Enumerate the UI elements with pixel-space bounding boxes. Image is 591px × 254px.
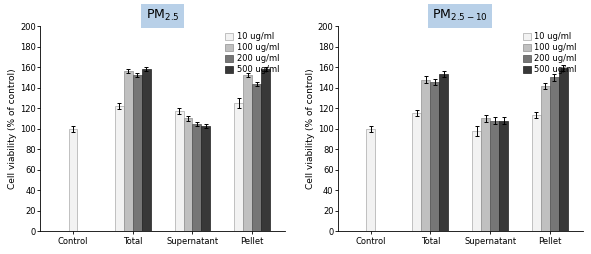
Bar <box>234 103 243 231</box>
Y-axis label: Cell viability (% of control): Cell viability (% of control) <box>8 68 17 189</box>
Bar <box>439 74 448 231</box>
Bar <box>115 106 124 231</box>
Bar <box>142 69 151 231</box>
Legend: 10 ug/ml, 100 ug/ml, 200 ug/ml, 500 ug/ml: 10 ug/ml, 100 ug/ml, 200 ug/ml, 500 ug/m… <box>521 30 579 76</box>
Bar <box>261 69 270 231</box>
Bar <box>413 113 421 231</box>
Bar <box>541 86 550 231</box>
Bar <box>499 120 508 231</box>
Bar <box>490 120 499 231</box>
Bar <box>421 80 430 231</box>
Bar <box>558 68 568 231</box>
Legend: 10 ug/ml, 100 ug/ml, 200 ug/ml, 500 ug/ml: 10 ug/ml, 100 ug/ml, 200 ug/ml, 500 ug/m… <box>223 30 281 76</box>
Bar <box>184 118 193 231</box>
Bar <box>174 111 184 231</box>
Bar <box>252 84 261 231</box>
Bar <box>133 75 142 231</box>
Bar <box>202 126 210 231</box>
Bar <box>124 71 133 231</box>
Bar <box>532 115 541 231</box>
Y-axis label: Cell viability (% of control): Cell viability (% of control) <box>306 68 315 189</box>
Bar <box>481 118 490 231</box>
Bar <box>69 129 77 231</box>
Bar <box>430 82 439 231</box>
Title: PM$_{2.5}$: PM$_{2.5}$ <box>146 8 180 23</box>
Bar <box>243 75 252 231</box>
Title: PM$_{2.5-10}$: PM$_{2.5-10}$ <box>433 8 488 23</box>
Bar <box>550 77 558 231</box>
Bar <box>193 124 202 231</box>
Bar <box>366 129 375 231</box>
Bar <box>472 131 481 231</box>
